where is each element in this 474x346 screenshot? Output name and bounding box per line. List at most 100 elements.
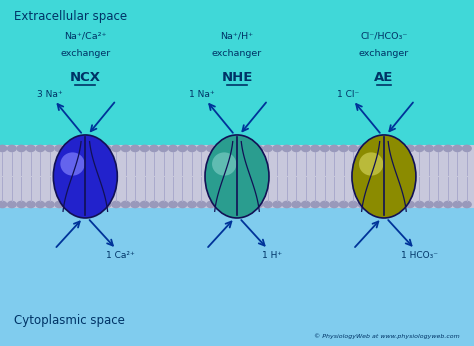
Circle shape xyxy=(387,201,395,208)
Text: 1 HCO₃⁻: 1 HCO₃⁻ xyxy=(401,251,438,260)
Circle shape xyxy=(330,201,338,208)
Ellipse shape xyxy=(352,135,416,218)
Circle shape xyxy=(55,145,64,152)
Circle shape xyxy=(226,201,234,208)
Circle shape xyxy=(188,201,196,208)
Circle shape xyxy=(235,201,244,208)
Circle shape xyxy=(46,145,54,152)
Circle shape xyxy=(339,201,348,208)
Circle shape xyxy=(121,201,130,208)
Text: 1 Na⁺: 1 Na⁺ xyxy=(189,90,214,99)
Circle shape xyxy=(463,201,471,208)
Circle shape xyxy=(55,201,64,208)
Circle shape xyxy=(169,201,177,208)
Circle shape xyxy=(245,201,253,208)
Text: Extracellular space: Extracellular space xyxy=(14,10,128,24)
Circle shape xyxy=(425,201,433,208)
Circle shape xyxy=(368,145,376,152)
Circle shape xyxy=(444,201,452,208)
Circle shape xyxy=(273,145,282,152)
Circle shape xyxy=(358,201,367,208)
Circle shape xyxy=(178,145,187,152)
Circle shape xyxy=(0,145,7,152)
Circle shape xyxy=(273,201,282,208)
Circle shape xyxy=(64,145,73,152)
Text: AE: AE xyxy=(374,71,393,84)
Circle shape xyxy=(339,145,348,152)
Text: 1 Cl⁻: 1 Cl⁻ xyxy=(337,90,359,99)
Circle shape xyxy=(463,145,471,152)
Circle shape xyxy=(197,201,206,208)
Circle shape xyxy=(226,145,234,152)
Circle shape xyxy=(8,145,16,152)
Circle shape xyxy=(17,201,26,208)
Circle shape xyxy=(434,145,443,152)
Circle shape xyxy=(406,201,414,208)
Circle shape xyxy=(178,201,187,208)
Circle shape xyxy=(74,145,82,152)
Bar xyxy=(0,173,474,346)
Circle shape xyxy=(131,201,139,208)
Circle shape xyxy=(453,145,462,152)
Circle shape xyxy=(349,145,357,152)
Circle shape xyxy=(216,145,225,152)
Circle shape xyxy=(453,201,462,208)
Circle shape xyxy=(292,201,301,208)
Text: Na⁺/Ca²⁺: Na⁺/Ca²⁺ xyxy=(64,32,107,41)
Text: Cl⁻/HCO₃⁻: Cl⁻/HCO₃⁻ xyxy=(360,32,408,41)
Circle shape xyxy=(254,145,263,152)
Text: NCX: NCX xyxy=(70,71,101,84)
Circle shape xyxy=(320,201,329,208)
Circle shape xyxy=(112,145,120,152)
Text: exchanger: exchanger xyxy=(359,49,409,58)
Circle shape xyxy=(292,145,301,152)
Text: exchanger: exchanger xyxy=(212,49,262,58)
Circle shape xyxy=(207,145,215,152)
Circle shape xyxy=(169,145,177,152)
Circle shape xyxy=(159,145,168,152)
Circle shape xyxy=(140,145,149,152)
Circle shape xyxy=(444,145,452,152)
Circle shape xyxy=(74,201,82,208)
Circle shape xyxy=(264,145,272,152)
Text: Na⁺/H⁺: Na⁺/H⁺ xyxy=(220,32,254,41)
Circle shape xyxy=(425,145,433,152)
Circle shape xyxy=(8,201,16,208)
Circle shape xyxy=(245,145,253,152)
Circle shape xyxy=(434,201,443,208)
Circle shape xyxy=(27,201,35,208)
Text: 3 Na⁺: 3 Na⁺ xyxy=(37,90,63,99)
Circle shape xyxy=(102,145,111,152)
Circle shape xyxy=(93,201,101,208)
Circle shape xyxy=(387,145,395,152)
Circle shape xyxy=(406,145,414,152)
Text: 1 Ca²⁺: 1 Ca²⁺ xyxy=(107,251,135,260)
Ellipse shape xyxy=(205,135,269,218)
Circle shape xyxy=(159,201,168,208)
Circle shape xyxy=(27,145,35,152)
Circle shape xyxy=(301,145,310,152)
Text: exchanger: exchanger xyxy=(60,49,110,58)
Circle shape xyxy=(112,201,120,208)
Text: © PhysiologyWeb at www.physiologyweb.com: © PhysiologyWeb at www.physiologyweb.com xyxy=(314,334,460,339)
Circle shape xyxy=(320,145,329,152)
Circle shape xyxy=(140,201,149,208)
Circle shape xyxy=(0,201,7,208)
Circle shape xyxy=(283,145,291,152)
Circle shape xyxy=(93,145,101,152)
Circle shape xyxy=(207,201,215,208)
Bar xyxy=(0,0,474,173)
Circle shape xyxy=(415,145,424,152)
Circle shape xyxy=(131,145,139,152)
Ellipse shape xyxy=(53,135,117,218)
Circle shape xyxy=(46,201,54,208)
Circle shape xyxy=(36,145,45,152)
Circle shape xyxy=(311,201,319,208)
Circle shape xyxy=(188,145,196,152)
Text: Cytoplasmic space: Cytoplasmic space xyxy=(14,314,125,327)
Circle shape xyxy=(377,145,386,152)
Circle shape xyxy=(349,201,357,208)
Circle shape xyxy=(36,201,45,208)
Circle shape xyxy=(368,201,376,208)
Circle shape xyxy=(83,145,92,152)
